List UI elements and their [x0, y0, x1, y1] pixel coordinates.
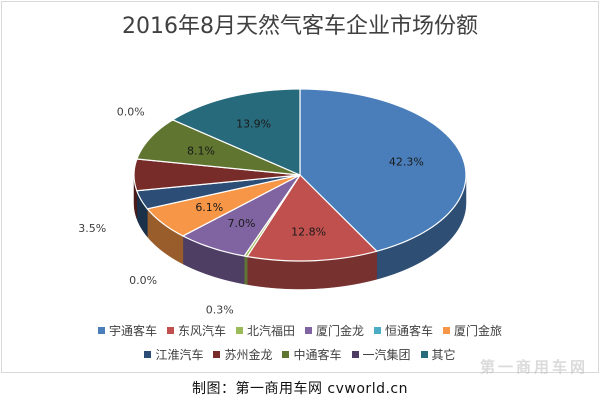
data-label-8: 8.1%: [187, 145, 215, 158]
legend-label-4: 恒通客车: [385, 323, 434, 338]
legend-item-5: 厦门金旅: [443, 322, 502, 339]
legend-swatch-8: [282, 350, 290, 358]
data-label-4: 0.0%: [129, 274, 157, 287]
data-label-3: 7.0%: [228, 217, 256, 230]
pie-slice-5: [146, 174, 301, 237]
legend-label-2: 北汽福田: [246, 323, 295, 338]
legend-swatch-9: [351, 350, 359, 358]
credit-line: 制图：第一商用车网 cvworld.cn: [191, 381, 408, 397]
legend-swatch-0: [97, 326, 105, 334]
legend-label-6: 江淮汽车: [155, 347, 204, 362]
legend-item-8: 中通客车: [282, 346, 342, 363]
legend-item-6: 江淮汽车: [144, 346, 203, 363]
legend-swatch-7: [213, 350, 221, 358]
legend-swatch-2: [235, 326, 243, 334]
legend-swatch-4: [374, 326, 382, 334]
legend-swatch-5: [443, 326, 451, 334]
pie-slice-0: [299, 88, 467, 252]
legend-label-3: 厦门金龙: [316, 323, 365, 338]
legend-item-0: 宇通客车: [97, 322, 157, 339]
legend-label-1: 东风汽车: [177, 323, 226, 338]
data-label-5: 6.1%: [195, 201, 223, 214]
data-label-6: 3.5%: [78, 222, 106, 235]
data-label-2: 0.3%: [206, 304, 234, 317]
legend-label-7: 苏州金龙: [224, 347, 273, 362]
data-label-9: 0.0%: [117, 106, 145, 119]
pie-slice-10: [171, 88, 301, 176]
legend-label-10: 其它: [431, 347, 456, 362]
legend-swatch-3: [305, 326, 312, 334]
legend-item-2: 北汽福田: [235, 322, 295, 339]
legend-item-9: 一汽集团: [351, 346, 411, 363]
chart-title: 2016年8月天然气客车企业市场份额: [122, 14, 478, 39]
watermark-logo: 第一商用车网: [479, 358, 588, 376]
legend-label-9: 一汽集团: [362, 347, 411, 362]
pie-slice-1: [246, 174, 378, 262]
legend-label-5: 厦门金旅: [454, 323, 503, 338]
data-labels: 42.3% 12.8% 0.3% 7.0% 0.0% 6.1% 3.5% 8.1% 0.0% 13…: [78, 106, 424, 317]
pie-slice-7: [133, 158, 301, 192]
legend-item-1: 东风汽车: [166, 322, 226, 339]
legend-label-8: 中通客车: [293, 347, 342, 362]
legend-label-0: 宇通客车: [108, 323, 157, 338]
data-label-10: 13.9%: [236, 118, 271, 131]
legend-swatch-1: [166, 326, 174, 334]
legend: 宇通客车 东风汽车 北汽福田 厦门金龙 恒通客车 厦门金旅 江淮汽车 苏州金龙 中通客车 一汽集…: [0, 318, 600, 366]
legend-item-10: 其它: [420, 346, 456, 363]
legend-swatch-10: [420, 350, 428, 358]
legend-item-3: 厦门金龙: [305, 322, 364, 339]
pie-slice-6: [135, 174, 301, 210]
legend-item-4: 恒通客车: [374, 322, 433, 339]
pie-slices: [133, 88, 467, 262]
data-label-1: 12.8%: [291, 226, 326, 239]
legend-item-7: 苏州金龙: [213, 346, 272, 363]
legend-swatch-6: [144, 350, 152, 358]
pie-slice-3: [181, 174, 301, 257]
data-label-0: 42.3%: [389, 156, 424, 169]
pie-side-2: [243, 255, 248, 285]
pie-slice-8: [136, 119, 301, 176]
